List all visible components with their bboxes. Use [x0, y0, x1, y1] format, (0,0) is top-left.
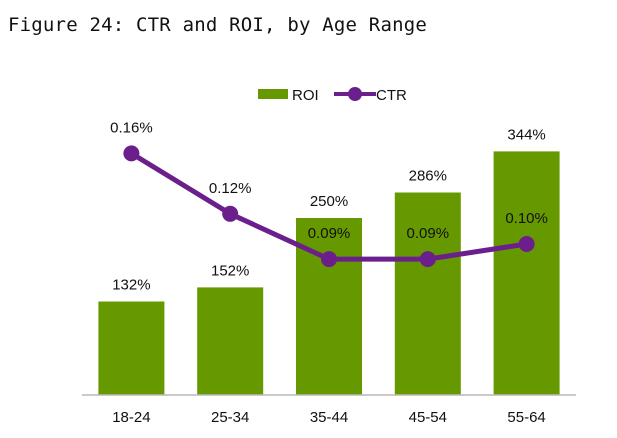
legend-ctr-label: CTR — [376, 87, 407, 104]
x-tick-label: 45-54 — [409, 409, 447, 426]
figure-title: Figure 24: CTR and ROI, by Age Range — [8, 14, 428, 36]
roi-bar-25-34 — [197, 287, 264, 395]
ctr-marker-55-64 — [518, 236, 535, 252]
legend-roi-label: ROI — [292, 87, 319, 104]
roi-bar-35-44 — [296, 218, 362, 395]
chart-legend: ROI CTR — [258, 87, 407, 104]
roi-bar-45-54 — [394, 192, 461, 395]
legend-ctr-marker — [348, 87, 362, 101]
roi-data-label: 344% — [507, 126, 545, 143]
roi-data-label: 132% — [112, 277, 150, 294]
ctr-marker-25-34 — [222, 205, 239, 222]
roi-data-label: 250% — [310, 193, 348, 210]
roi-bar-55-64 — [493, 151, 560, 395]
legend-roi-swatch — [258, 89, 288, 99]
ctr-data-label: 0.12% — [209, 180, 252, 197]
x-tick-label: 55-64 — [507, 409, 545, 426]
roi-bar-18-24 — [98, 301, 165, 395]
roi-data-label: 152% — [211, 262, 249, 279]
ctr-data-label: 0.10% — [505, 210, 548, 227]
ctr-data-label: 0.09% — [407, 225, 450, 242]
roi-data-label: 286% — [409, 168, 447, 185]
x-tick-label: 18-24 — [112, 409, 150, 426]
ctr-marker-18-24 — [123, 145, 140, 162]
x-tick-label: 25-34 — [211, 409, 249, 426]
ctr-marker-45-54 — [419, 251, 436, 268]
ctr-data-label: 0.16% — [110, 119, 153, 136]
x-tick-label: 35-44 — [310, 409, 348, 426]
ctr-marker-35-44 — [321, 251, 337, 268]
ctr-data-label: 0.09% — [308, 225, 351, 242]
